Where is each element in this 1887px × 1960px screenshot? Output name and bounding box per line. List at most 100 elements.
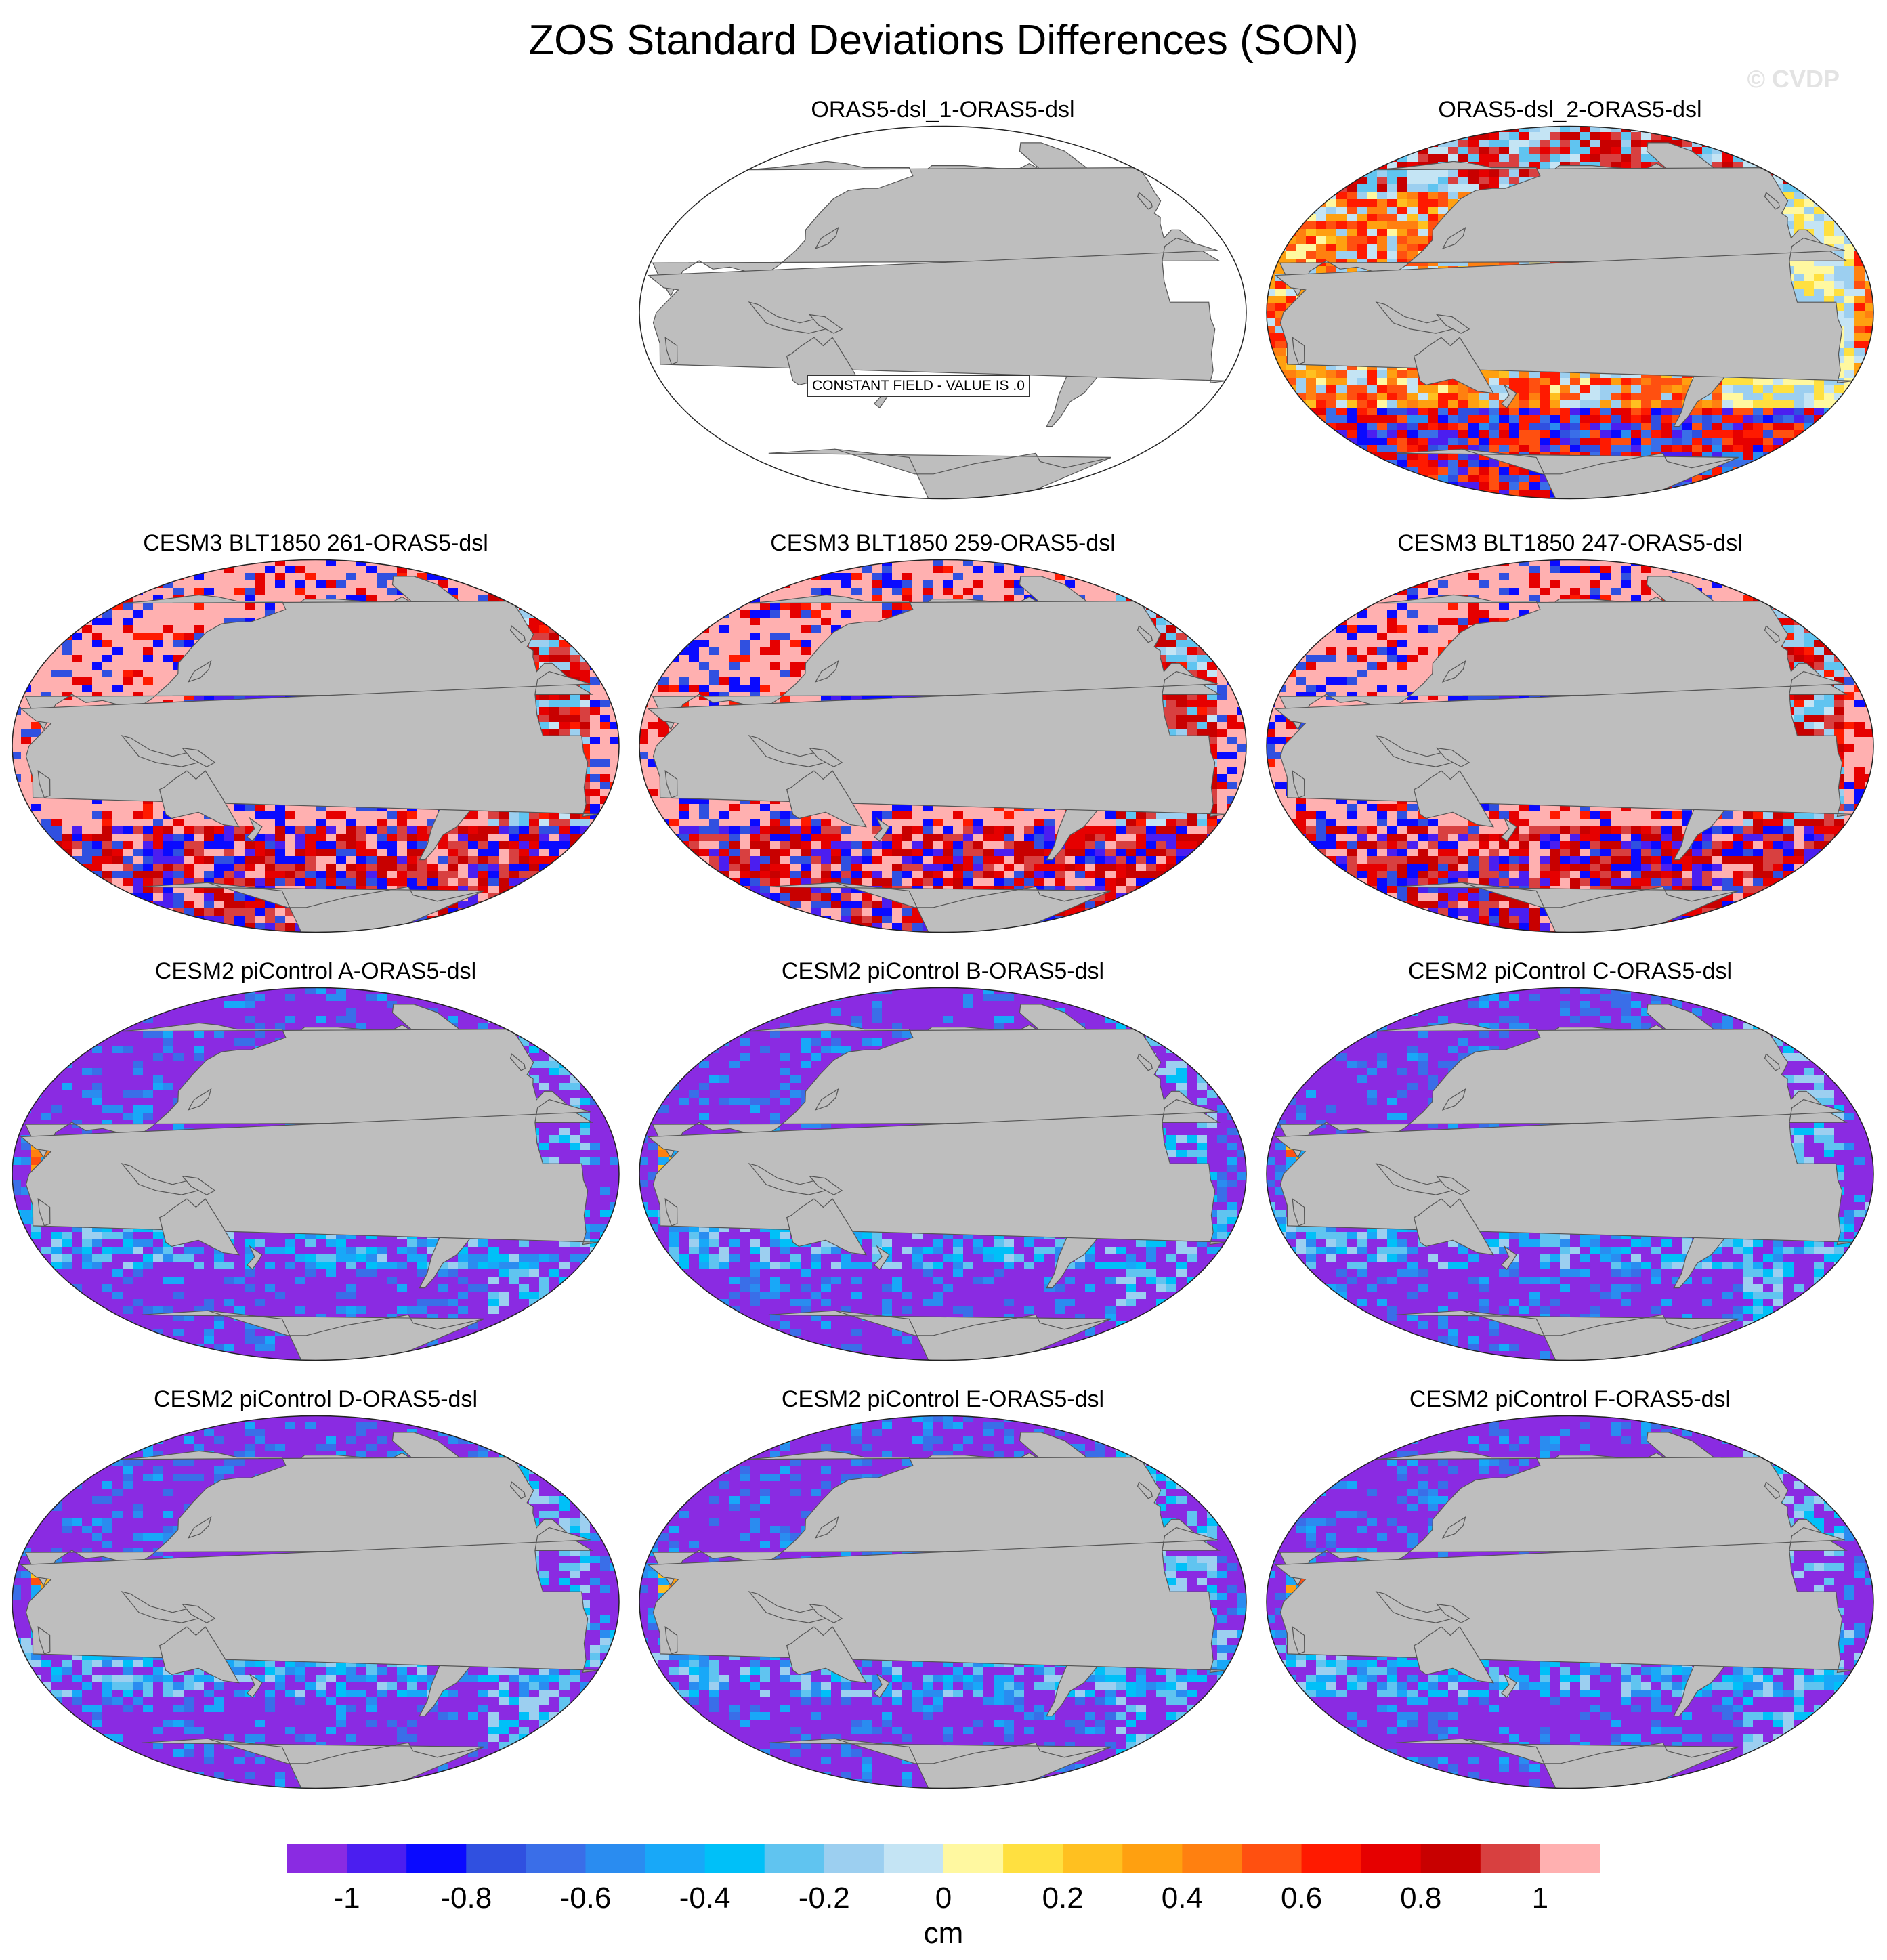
field-cell <box>559 655 570 663</box>
field-cell <box>1438 132 1449 140</box>
field-cell <box>1306 370 1317 379</box>
field-cell <box>1794 147 1804 155</box>
field-cell <box>184 633 194 641</box>
field-cell <box>1377 475 1388 483</box>
field-cell <box>1286 378 1296 386</box>
field-cell <box>1865 467 1873 475</box>
field-cell <box>1428 177 1439 185</box>
field-cell <box>1357 363 1367 371</box>
field-cell <box>600 588 611 596</box>
field-cell <box>326 566 337 574</box>
field-cell <box>133 633 144 641</box>
field-cell <box>1267 438 1276 446</box>
field-cell <box>1407 221 1418 230</box>
field-cell <box>255 603 266 611</box>
field-cell <box>1794 423 1804 431</box>
field-cell <box>1692 445 1703 453</box>
field-cell <box>610 685 619 693</box>
field-cell <box>72 633 83 641</box>
field-cell <box>1600 423 1611 431</box>
field-cell <box>1865 147 1873 155</box>
field-cell <box>1702 467 1713 475</box>
field-cell <box>1519 147 1530 155</box>
field-cell <box>1397 229 1408 237</box>
field-cell <box>1804 415 1815 423</box>
field-cell <box>1783 415 1794 423</box>
field-cell <box>1367 460 1378 468</box>
field-cell <box>1712 147 1723 155</box>
field-cell <box>1336 400 1347 408</box>
field-cell <box>41 559 52 566</box>
field-cell <box>1489 177 1500 185</box>
field-cell <box>326 588 337 596</box>
field-cell <box>570 573 580 581</box>
field-cell <box>1509 423 1520 431</box>
field-cell <box>1275 393 1286 401</box>
field-cell <box>82 700 93 708</box>
field-cell <box>1275 452 1286 461</box>
field-cell <box>539 715 550 723</box>
field-cell <box>519 566 530 574</box>
field-cell <box>1336 184 1347 192</box>
field-cell <box>1316 400 1327 408</box>
field-cell <box>316 559 326 566</box>
field-cell <box>1865 214 1873 222</box>
field-cell <box>1479 445 1489 453</box>
field-cell <box>499 566 509 574</box>
field-cell <box>1560 140 1571 148</box>
field-cell <box>1733 490 1743 498</box>
field-cell <box>143 670 154 678</box>
field-cell <box>1570 415 1581 423</box>
field-cell <box>41 647 52 656</box>
field-cell <box>285 595 296 603</box>
field-cell <box>1661 393 1672 401</box>
field-cell <box>600 603 611 611</box>
field-cell <box>1672 430 1682 438</box>
field-cell <box>1550 438 1561 446</box>
field-cell <box>1854 497 1865 499</box>
field-cell <box>1824 229 1835 237</box>
field-cell <box>1702 408 1713 416</box>
field-cell <box>1418 177 1428 185</box>
field-cell <box>1814 408 1825 416</box>
field-cell <box>1590 378 1601 386</box>
field-cell <box>1702 393 1713 401</box>
field-cell <box>1590 126 1601 133</box>
field-cell <box>1844 467 1855 475</box>
field-cell <box>1540 475 1550 483</box>
field-cell <box>438 566 448 574</box>
field-cell <box>1326 177 1337 185</box>
field-cell <box>12 670 22 678</box>
field-cell <box>1641 154 1652 163</box>
field-cell <box>72 700 83 708</box>
field-cell <box>1275 132 1286 140</box>
field-cell <box>1824 385 1835 393</box>
field-cell <box>1783 184 1794 192</box>
field-cell <box>102 588 113 596</box>
field-cell <box>1489 154 1500 163</box>
field-cell <box>1529 445 1540 453</box>
field-cell <box>92 573 103 581</box>
field-cell <box>1641 147 1652 155</box>
field-cell <box>1702 423 1713 431</box>
field-cell <box>1631 423 1642 431</box>
field-cell <box>1347 400 1357 408</box>
field-cell <box>1267 192 1276 200</box>
field-cell <box>51 662 62 670</box>
field-cell <box>1296 214 1307 222</box>
field-cell <box>468 595 479 603</box>
field-cell <box>1722 393 1733 401</box>
field-cell <box>1824 162 1835 170</box>
field-cell <box>194 625 205 633</box>
field-cell <box>1529 438 1540 446</box>
field-cell <box>204 559 215 566</box>
field-cell <box>1753 140 1764 148</box>
field-cell <box>1600 445 1611 453</box>
field-cell <box>1631 497 1642 499</box>
field-cell <box>1275 467 1286 475</box>
field-cell <box>214 580 225 589</box>
field-cell <box>102 566 113 574</box>
field-cell <box>1743 475 1754 483</box>
field-cell <box>1509 385 1520 393</box>
field-cell <box>123 677 133 685</box>
